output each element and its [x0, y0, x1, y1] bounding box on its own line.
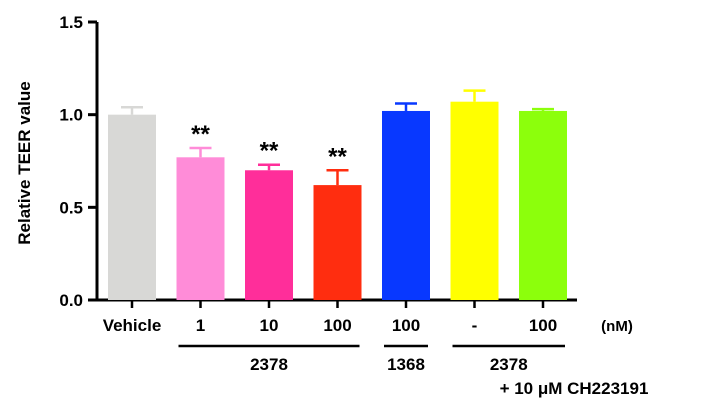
x-tick-label: - — [472, 316, 478, 335]
significance-label: ** — [191, 121, 210, 148]
group-footnote-label: + 10 μM CH223191 — [500, 379, 649, 398]
y-tick-label: 1.5 — [59, 13, 83, 32]
bar — [313, 185, 362, 300]
x-tick-label: 100 — [529, 316, 557, 335]
y-tick-label: 0.5 — [59, 198, 83, 217]
x-tick-label: Vehicle — [103, 316, 162, 335]
x-tick-label: 10 — [260, 316, 279, 335]
y-tick-label: 1.0 — [59, 106, 83, 125]
bar — [382, 110, 430, 301]
group-label: 2378 — [250, 355, 288, 374]
bar — [108, 114, 156, 301]
bar — [519, 110, 567, 301]
significance-label: ** — [328, 143, 347, 170]
x-tick-label: 100 — [392, 316, 420, 335]
bar — [245, 170, 293, 300]
unit-label: (nM) — [601, 318, 633, 335]
significance-label: ** — [260, 138, 279, 165]
group-label: 1368 — [387, 355, 425, 374]
y-axis-label: Relative TEER value — [15, 81, 34, 244]
bar — [450, 101, 499, 301]
y-tick-label: 0.0 — [59, 291, 83, 310]
group-label: 2378 — [490, 355, 528, 374]
x-tick-label: 100 — [323, 316, 351, 335]
bar — [176, 157, 225, 300]
x-tick-label: 1 — [196, 316, 205, 335]
